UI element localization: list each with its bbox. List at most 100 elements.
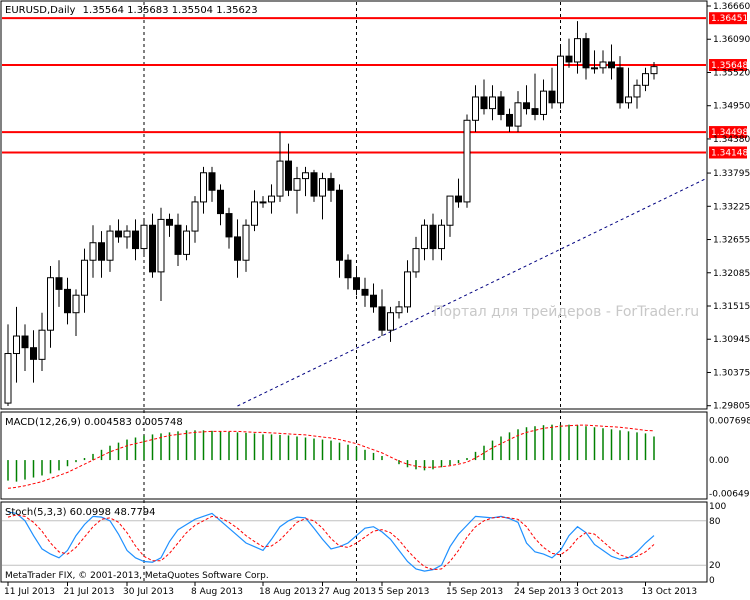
stoch-title: Stoch(5,3,3) 60.0998 48.7794 <box>5 507 156 518</box>
level-label-box <box>709 146 747 159</box>
y-tick-label: 1.35520 <box>713 68 750 78</box>
x-tick-label: 24 Sep 2013 <box>514 587 571 597</box>
macd-y-tick-label: 0.007698 <box>709 417 750 427</box>
stoch-y-tick-label: 80 <box>709 517 721 527</box>
candle-bull <box>183 230 190 255</box>
candle-bear <box>174 224 182 255</box>
candle-bull <box>13 335 20 355</box>
candle-bull <box>395 306 403 314</box>
stoch-y-tick-label: 100 <box>709 502 726 512</box>
stoch-y-tick-label: 20 <box>709 561 721 571</box>
y-tick-label: 1.33795 <box>713 169 750 179</box>
y-tick-label: 1.30945 <box>713 335 750 345</box>
trendline <box>237 178 707 407</box>
candle-bull <box>72 294 80 314</box>
candle-bull <box>446 195 454 226</box>
candle-bear <box>234 236 241 261</box>
x-tick-label: 15 Sep 2013 <box>446 587 503 597</box>
y-tick-label: 1.36660 <box>713 2 750 12</box>
candle-bull <box>157 218 165 273</box>
level-label: 1.34498 <box>711 128 748 138</box>
candle-bull <box>540 90 547 115</box>
candle-bear <box>361 288 369 296</box>
candle-bear <box>582 38 590 69</box>
candle-bull <box>319 178 326 197</box>
candle-bull <box>259 201 267 204</box>
candle-bear <box>455 195 462 203</box>
candle-bear <box>480 96 488 110</box>
candle-bear <box>55 277 63 290</box>
candle-bear <box>370 294 377 308</box>
candle-bear <box>327 178 335 191</box>
x-tick-label: 5 Sep 2013 <box>378 587 429 597</box>
candle-bull <box>421 224 428 250</box>
candle-bear <box>565 55 573 63</box>
candle-bull <box>489 96 496 110</box>
copyright-text: MetaTrader FIX, © 2001-2013, MetaQuotes … <box>5 571 269 581</box>
candle-bull <box>514 102 522 127</box>
y-tick-label: 1.34950 <box>713 102 750 112</box>
candle-bear <box>225 213 233 238</box>
y-tick-label: 1.33225 <box>713 202 750 212</box>
candle-bear <box>310 172 318 197</box>
y-tick-label: 1.30375 <box>713 368 750 378</box>
x-tick-label: 18 Aug 2013 <box>259 587 317 597</box>
y-tick-label: 1.34380 <box>713 135 750 145</box>
candle-bull <box>200 172 207 203</box>
macd-y-tick-label: -0.006497 <box>709 489 750 499</box>
candle-bear <box>64 288 71 314</box>
y-tick-label: 1.31515 <box>713 302 750 312</box>
candle-bull <box>472 96 479 121</box>
candle-bull <box>557 55 564 104</box>
candle-bear <box>548 90 556 104</box>
candle-bear <box>616 67 624 104</box>
level-label-box <box>709 59 747 72</box>
candle-bull <box>302 172 309 180</box>
candle-bull <box>650 66 658 75</box>
axis-labels: 1.36660 1.36090 1.35520 1.34950 1.34380 1.337… <box>4 2 750 597</box>
level-label-box <box>709 126 747 139</box>
stoch-pane-frame <box>0 501 708 583</box>
macd-title: MACD(12,26,9) 0.004583 0.005748 <box>5 417 183 428</box>
watermark: Портал для трейдеров - ForTrader.ru <box>433 304 699 320</box>
candle-bear <box>98 242 105 261</box>
level-label-box <box>709 12 747 25</box>
candle-bull <box>251 201 258 226</box>
candle-bull <box>387 312 394 331</box>
stoch-k-line <box>7 511 655 572</box>
level-label: 1.36451 <box>711 14 748 24</box>
candle-bear <box>208 172 216 191</box>
candle-bull <box>268 195 275 203</box>
candle-bull <box>242 224 250 261</box>
candle-bull <box>140 224 148 250</box>
x-tick-label: 27 Aug 2013 <box>319 587 377 597</box>
candle-bull <box>591 67 598 70</box>
candle-bear <box>506 113 513 127</box>
candle-bear <box>115 230 122 238</box>
candle-bear <box>608 61 615 69</box>
price-pane-frame <box>0 0 708 410</box>
candle-bull <box>276 160 284 197</box>
x-tick-label: 3 Oct 2013 <box>574 587 624 597</box>
level-label: 1.34148 <box>711 148 748 158</box>
stoch-pane <box>2 511 706 572</box>
level-label: 1.35648 <box>711 61 748 71</box>
candle-bear <box>344 259 352 279</box>
y-tick-label: 1.32655 <box>713 236 750 246</box>
candle-bull <box>89 242 97 261</box>
candle-bull <box>38 329 46 360</box>
stoch-y-tick-label: 0 <box>709 576 715 586</box>
candle-bull <box>625 96 632 104</box>
candle-bear <box>523 102 530 110</box>
candle-bear <box>353 277 360 290</box>
candle-bull <box>599 61 607 69</box>
candle-bull <box>106 230 114 261</box>
candle-bear <box>429 224 437 250</box>
candle-bull <box>404 271 411 308</box>
candle-bear <box>132 230 139 250</box>
candle-bull <box>293 178 301 191</box>
candle-bear <box>21 335 29 349</box>
candle-bear <box>149 224 156 273</box>
candle-bull <box>123 230 131 238</box>
